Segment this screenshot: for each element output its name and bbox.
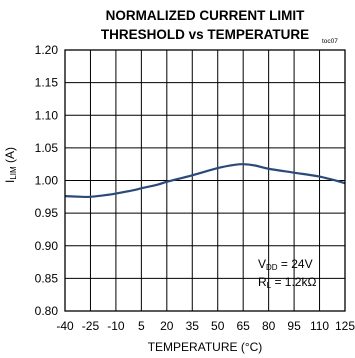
x-tick-label: 65 [237,319,251,333]
x-tick-labels: -40 -25 -10 5 20 35 50 65 80 95 110 125 [56,319,355,333]
y-tick-label: 0.85 [35,271,59,285]
y-tick-label: 1.10 [35,108,59,122]
y-tick-label: 1.00 [35,174,59,188]
x-tick-label: -25 [82,319,100,333]
x-tick-label: 125 [335,319,355,333]
x-tick-label: 35 [186,319,200,333]
x-tick-label: 80 [262,319,276,333]
data-series [64,163,346,199]
plot-frame [64,49,346,312]
y-tick-label: 1.15 [35,76,59,90]
chart-title-line-1: NORMALIZED CURRENT LIMIT [105,8,305,23]
chart-title-line-2: THRESHOLD vs TEMPERATURE [100,27,310,42]
y-tick-label: 0.95 [35,206,59,220]
y-tick-label: 1.20 [35,43,59,57]
grid-lines [65,50,345,311]
y-tick-label: 0.90 [35,239,59,253]
figure-code: toc07 [322,38,338,45]
x-tick-label: 5 [138,319,145,333]
x-tick-label: 50 [211,319,225,333]
x-axis-label: TEMPERATURE (°C) [147,340,263,354]
x-tick-label: -40 [56,319,74,333]
y-tick-labels: 0.80 0.85 0.90 0.95 1.00 1.05 1.10 1.15 1.20 [35,43,59,318]
condition-vdd: VDD = 24V [258,257,313,272]
condition-rl: RL = 1.2kΩ [258,275,317,290]
y-axis-label: ILIM (A) [3,146,18,183]
x-tick-label: -10 [107,319,125,333]
series-line [64,163,346,199]
y-tick-label: 1.05 [35,141,59,155]
y-tick-label: 0.80 [35,304,59,318]
x-tick-label: 95 [287,319,301,333]
x-tick-label: 20 [160,319,174,333]
x-tick-label: 110 [310,319,329,333]
